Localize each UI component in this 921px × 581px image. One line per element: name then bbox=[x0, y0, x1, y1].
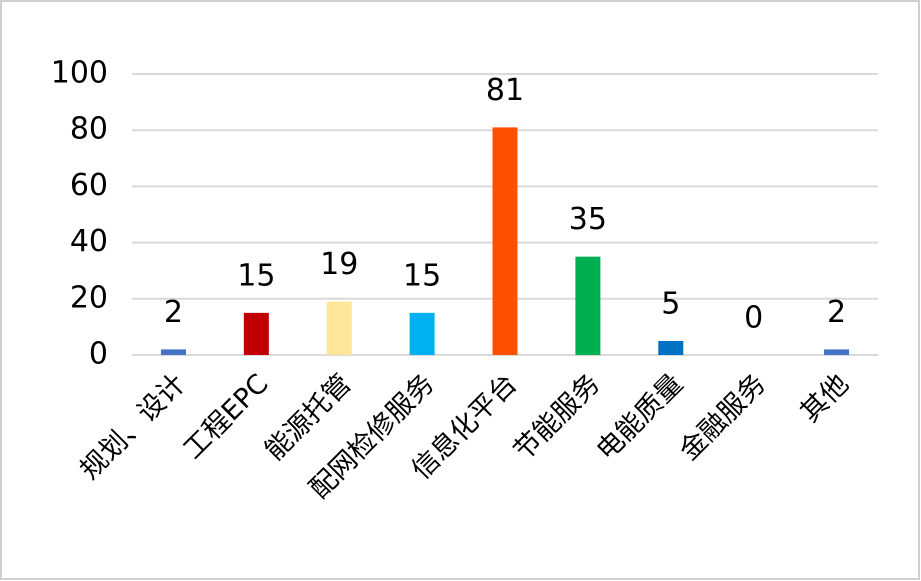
bar bbox=[492, 127, 518, 355]
value-label: 2 bbox=[827, 295, 846, 330]
value-label: 5 bbox=[661, 286, 680, 321]
y-tick-label: 0 bbox=[89, 337, 108, 372]
bar bbox=[409, 312, 435, 355]
bar bbox=[160, 349, 186, 355]
value-label: 81 bbox=[486, 73, 524, 108]
value-label: 2 bbox=[164, 295, 183, 330]
value-label: 15 bbox=[237, 258, 275, 293]
value-label: 19 bbox=[320, 247, 358, 282]
bar bbox=[658, 340, 684, 355]
y-tick-label: 40 bbox=[70, 224, 108, 259]
y-tick-label: 60 bbox=[70, 168, 108, 203]
y-tick-label: 80 bbox=[70, 112, 108, 147]
value-label: 15 bbox=[403, 258, 441, 293]
bar bbox=[326, 301, 352, 355]
value-label: 0 bbox=[744, 301, 763, 336]
value-label: 35 bbox=[569, 202, 607, 237]
bar bbox=[575, 256, 601, 355]
y-tick-label: 20 bbox=[70, 280, 108, 315]
bar bbox=[824, 349, 850, 355]
y-tick-label: 100 bbox=[51, 56, 108, 91]
bar bbox=[243, 312, 269, 355]
